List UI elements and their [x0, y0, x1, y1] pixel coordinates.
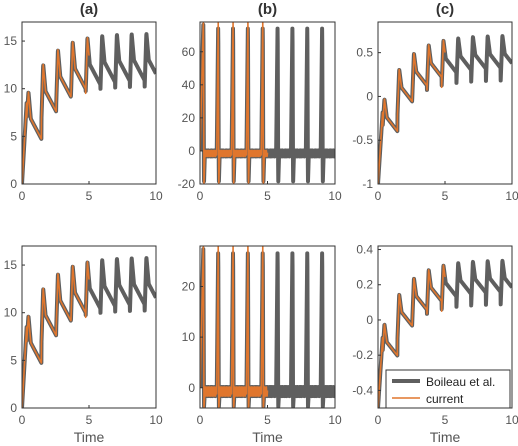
y-tick-label: -20 — [178, 177, 196, 191]
x-tick-label: 10 — [149, 189, 163, 203]
y-tick-label: 0 — [10, 401, 17, 415]
x-tick-label: 0 — [197, 189, 204, 203]
panel-5: 0 5 10 0 10 20 Time — [182, 245, 342, 445]
x-axis-label: Time — [252, 429, 283, 445]
panel-4: 0 5 10 0 5 10 15 Time — [4, 245, 163, 445]
y-tick-label: -0.4 — [352, 383, 373, 397]
x-tick-label: 5 — [264, 189, 271, 203]
x-tick-label: 0 — [19, 189, 26, 203]
y-tick-label: 0.4 — [356, 243, 373, 257]
panel-title: (c) — [436, 1, 454, 18]
y-tick-label: 15 — [4, 258, 18, 272]
y-tick-label: 0.5 — [356, 46, 373, 60]
x-tick-label: 10 — [328, 413, 342, 427]
y-tick-label: 0.2 — [356, 278, 373, 292]
x-tick-label: 0 — [197, 413, 204, 427]
y-tick-label: 5 — [10, 353, 17, 367]
legend-box — [385, 369, 511, 409]
x-tick-label: 10 — [328, 189, 342, 203]
x-tick-label: 10 — [149, 413, 163, 427]
y-tick-label: 40 — [182, 78, 196, 92]
y-tick-label: 10 — [4, 82, 18, 96]
x-tick-label: 0 — [19, 413, 26, 427]
series-current-line — [22, 36, 90, 184]
x-tick-label: 0 — [375, 189, 382, 203]
y-tick-label: 15 — [4, 34, 18, 48]
series-current-line — [200, 22, 269, 184]
y-tick-label: 60 — [182, 45, 196, 59]
panel-title: (a) — [80, 1, 98, 18]
panel-3: 0 5 10 -1 -0.5 0 0.5 (c) — [352, 1, 518, 203]
x-tick-label: 5 — [442, 413, 449, 427]
series-reference-line — [200, 247, 335, 408]
x-tick-label: 5 — [442, 189, 449, 203]
y-tick-label: 0 — [366, 313, 373, 327]
y-tick-label: 0 — [188, 381, 195, 395]
x-tick-label: 0 — [375, 413, 382, 427]
legend: Boileau et al. current — [385, 369, 511, 409]
panel-title: (b) — [258, 1, 277, 18]
x-axis-label: Time — [430, 429, 461, 445]
y-tick-label: 0 — [366, 89, 373, 103]
x-tick-label: 5 — [86, 413, 93, 427]
series-current-line — [22, 260, 90, 408]
legend-label-reference: Boileau et al. — [426, 375, 495, 389]
series-current-line — [200, 246, 269, 408]
legend-label-current: current — [426, 392, 464, 406]
x-tick-label: 10 — [505, 413, 518, 427]
y-tick-label: 20 — [182, 111, 196, 125]
y-tick-label: 20 — [182, 280, 196, 294]
x-tick-label: 10 — [505, 189, 518, 203]
x-axis-label: Time — [74, 429, 105, 445]
x-tick-label: 5 — [86, 189, 93, 203]
panel-1: 0 5 10 0 5 10 15 (a) — [4, 1, 163, 203]
y-tick-label: 0 — [10, 177, 17, 191]
y-tick-label: 0 — [188, 144, 195, 158]
y-tick-label: -0.2 — [352, 348, 373, 362]
y-tick-label: 10 — [182, 330, 196, 344]
series-current-line — [378, 264, 446, 408]
x-tick-label: 5 — [264, 413, 271, 427]
panel-6: 0 5 10 -0.4 -0.2 0 0.2 0.4 Time — [352, 243, 518, 445]
series-current-line — [378, 39, 446, 184]
y-tick-label: -1 — [362, 177, 373, 191]
y-tick-label: 5 — [10, 129, 17, 143]
y-tick-label: -0.5 — [352, 133, 373, 147]
y-tick-label: 10 — [4, 306, 18, 320]
